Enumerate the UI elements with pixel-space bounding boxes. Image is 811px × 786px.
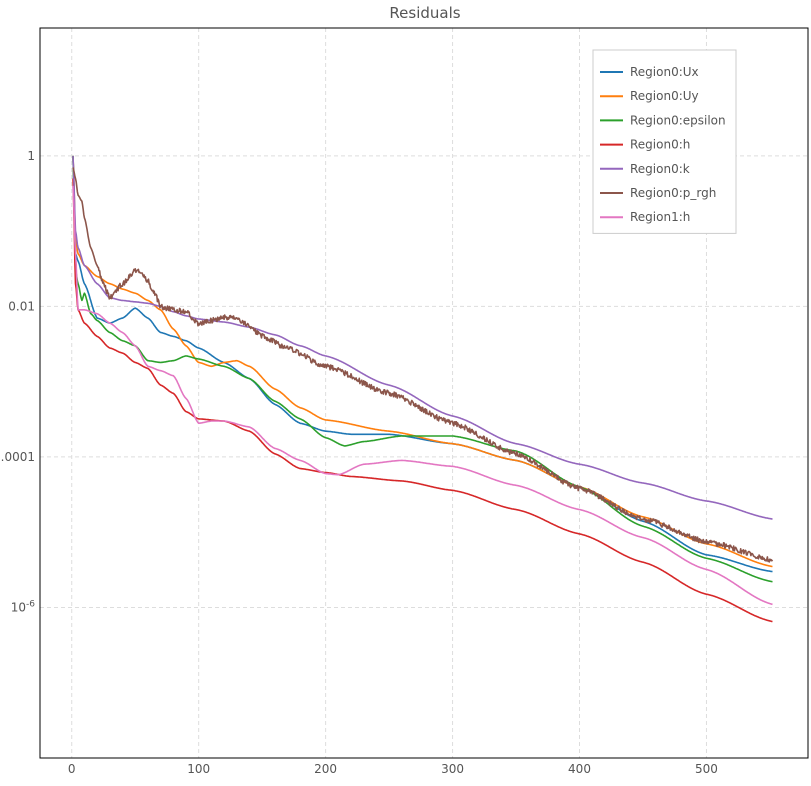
series-line-region0-p-rgh [72,167,774,563]
series-line-region0-epsilon [72,155,773,583]
series-line-region0-ux [72,155,773,573]
x-tick-label: 400 [568,762,591,776]
y-tick-label: 0.0001 [0,450,35,464]
chart-title: Residuals [389,4,460,22]
legend-label: Region0:Ux [630,65,699,79]
x-tick-label: 500 [695,762,718,776]
legend-label: Region0:h [630,138,690,152]
series-lines [72,155,774,623]
legend: Region0:Ux Region0:Uy Region0:epsilon Regio… [592,49,737,234]
legend-label: Region0:k [630,162,690,176]
legend-label: Region0:p_rgh [630,186,716,200]
legend-label: Region0:epsilon [630,113,726,127]
y-tick-label: 1 [27,149,35,163]
x-tick-label: 0 [68,762,76,776]
x-tick-label: 200 [314,762,337,776]
series-line-region1-h [72,185,773,606]
legend-label: Region1:h [630,210,690,224]
x-tick-label: 100 [187,762,210,776]
plot-frame [39,27,809,759]
x-tick-label: 300 [441,762,464,776]
series-line-region0-h [72,178,773,623]
legend-box [592,49,737,234]
y-tick-label: 0.01 [8,299,35,313]
legend-label: Region0:Uy [630,89,699,103]
y-tick-label: 10-6 [11,599,36,614]
axes: 0 100 200 300 400 500 1 0.01 0.0001 10-6 [0,27,809,776]
